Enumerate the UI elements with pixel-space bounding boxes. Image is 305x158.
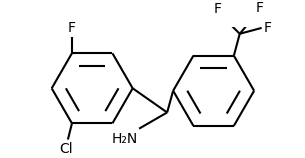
Text: F: F <box>68 21 76 35</box>
Text: F: F <box>264 21 272 35</box>
Text: Cl: Cl <box>59 142 73 156</box>
Text: H₂N: H₂N <box>111 132 138 146</box>
Text: F: F <box>213 2 221 16</box>
Text: F: F <box>256 1 264 15</box>
